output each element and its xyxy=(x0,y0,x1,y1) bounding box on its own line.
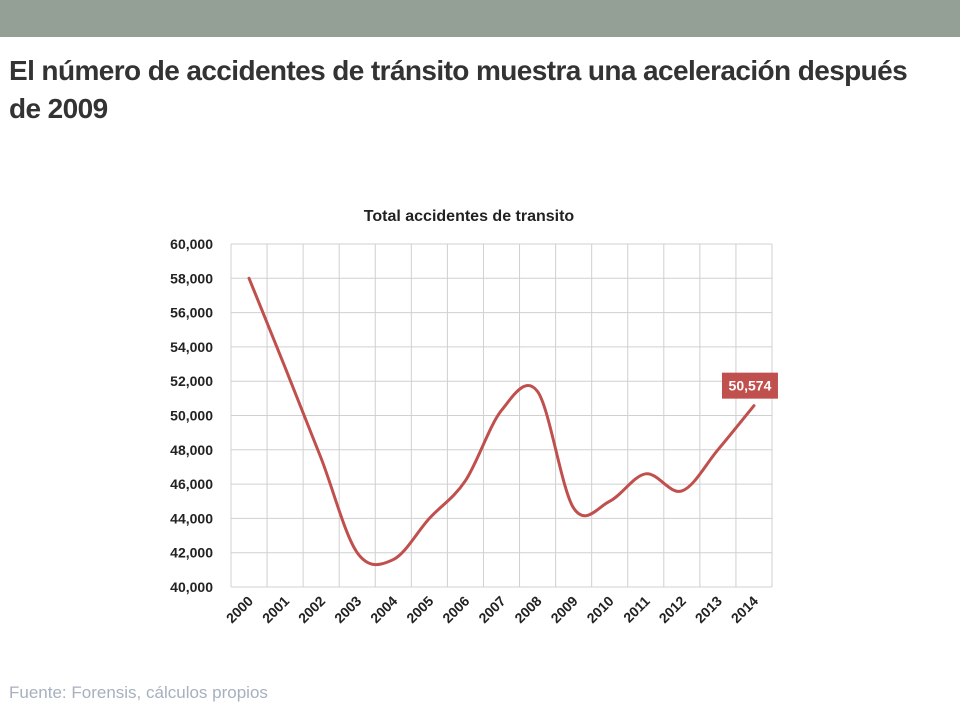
x-tick-label: 2013 xyxy=(692,593,725,626)
chart-title: Total accidentes de transito xyxy=(364,208,575,225)
data-label: 50,574 xyxy=(729,378,772,394)
x-tick-label: 2007 xyxy=(475,593,508,626)
x-tick-label: 2002 xyxy=(295,593,328,626)
x-tick-label: 2004 xyxy=(367,593,400,626)
top-accent-bar xyxy=(0,0,960,37)
x-tick-label: 2009 xyxy=(547,593,580,626)
x-tick-label: 2003 xyxy=(331,593,364,626)
x-axis-ticks: 2000 2001 2002 2003 2004 2005 2006 2007 2008 2009… xyxy=(223,593,761,626)
y-tick-label: 52,000 xyxy=(170,373,213,389)
slide-title: El número de accidentes de tránsito mues… xyxy=(9,55,908,124)
x-tick-label: 2001 xyxy=(259,593,292,626)
source-note: Fuente: Forensis, cálculos propios xyxy=(9,683,268,702)
y-tick-label: 44,000 xyxy=(170,510,213,526)
y-tick-label: 48,000 xyxy=(170,442,213,458)
series-layer xyxy=(247,276,756,567)
y-tick-label: 54,000 xyxy=(170,339,213,355)
x-tick-label: 2000 xyxy=(223,593,256,626)
x-tick-label: 2012 xyxy=(656,593,689,626)
y-axis-ticks: 40,000 42,000 44,000 46,000 48,000 50,000 52,0… xyxy=(170,236,213,595)
y-tick-label: 40,000 xyxy=(170,579,213,595)
y-tick-label: 46,000 xyxy=(170,476,213,492)
x-tick-label: 2008 xyxy=(511,593,544,626)
y-tick-label: 56,000 xyxy=(170,305,213,321)
x-tick-label: 2014 xyxy=(728,593,761,626)
series-line xyxy=(247,276,756,567)
y-tick-label: 50,000 xyxy=(170,408,213,424)
data-label-box xyxy=(721,372,778,399)
chart-grid xyxy=(230,243,773,588)
data-label-layer: 50,574 xyxy=(721,372,778,399)
x-tick-label: 2010 xyxy=(583,593,616,626)
x-tick-label: 2005 xyxy=(403,593,436,626)
y-tick-label: 60,000 xyxy=(170,236,213,252)
x-tick-label: 2011 xyxy=(620,593,653,626)
y-tick-label: 58,000 xyxy=(170,270,213,286)
x-tick-label: 2006 xyxy=(439,593,472,626)
y-tick-label: 42,000 xyxy=(170,545,213,561)
